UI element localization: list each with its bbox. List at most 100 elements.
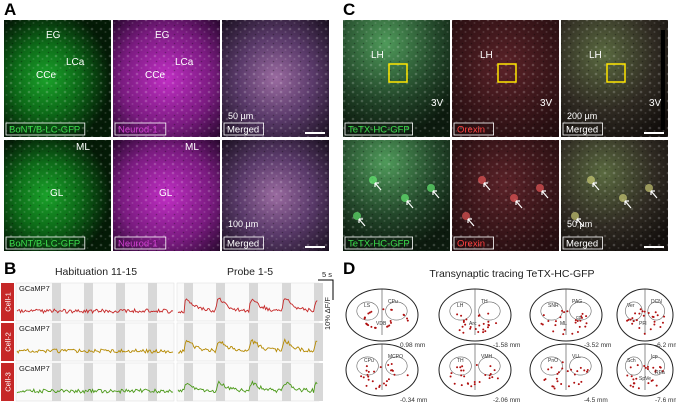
caption-box (562, 236, 603, 250)
labeled-cell (389, 320, 392, 322)
trace (177, 297, 318, 314)
panel-title: Transynaptic tracing TeTX-HC-GFP (429, 268, 594, 280)
region-label: TH (457, 358, 464, 364)
labeled-cell (385, 384, 388, 387)
arrow (541, 190, 549, 199)
scale-bar (318, 279, 334, 300)
caption: BoNT/B-LC-GFP (9, 239, 80, 250)
labeled-cell (489, 373, 492, 376)
labeled-cell (647, 312, 650, 315)
labeled-cell (573, 381, 576, 384)
labeled-cell (382, 308, 385, 311)
labeled-cell (638, 312, 641, 315)
micrograph-texture (222, 20, 329, 137)
micrograph-texture (113, 20, 220, 137)
stimulus-stripe (84, 363, 93, 401)
stimulus-stripe (314, 323, 323, 361)
region-label: PAG (572, 299, 582, 305)
caption: Merged (566, 125, 598, 136)
labeled-cell (371, 380, 374, 383)
caption: Merged (227, 239, 259, 250)
labeled-cell (367, 312, 370, 315)
labeled-cell (632, 378, 635, 381)
labeled-cell (580, 316, 583, 319)
cell-name: Cell-1 (4, 292, 13, 312)
arrow (576, 218, 584, 227)
labeled-cell (378, 386, 381, 389)
caption-box (453, 122, 494, 136)
structure (625, 356, 643, 376)
labeled-cell (639, 308, 642, 311)
trace-panel (176, 362, 320, 402)
structure (647, 301, 665, 321)
labeled-cell (556, 380, 559, 383)
micrograph-texture (113, 140, 220, 251)
region-label: LH (371, 50, 384, 61)
stimulus-stripe (116, 323, 125, 361)
cell-body (571, 212, 579, 220)
labeled-cell (379, 366, 382, 369)
arrow (374, 182, 382, 191)
caption: Orexin (457, 239, 485, 250)
micrograph-texture (222, 140, 329, 251)
panel-letter: D (343, 259, 355, 278)
micrograph-texture (452, 20, 559, 137)
labeled-cell (626, 319, 629, 322)
labeled-cell (465, 318, 468, 321)
region-label: MCPO (388, 354, 403, 360)
caption: Orexin (457, 125, 485, 136)
cell-body (478, 176, 486, 184)
depth-label: -1.58 mm (493, 342, 520, 349)
labeled-cell (634, 312, 637, 315)
labeled-cell (649, 328, 652, 331)
stimulus-stripe (148, 283, 157, 321)
labeled-cell (460, 384, 463, 387)
labeled-cell (540, 322, 543, 325)
stimulus-stripe (148, 323, 157, 361)
stimulus-stripe (52, 323, 61, 361)
labeled-cell (653, 323, 656, 326)
region-label: 3V (540, 98, 553, 109)
labeled-cell (585, 315, 588, 318)
labeled-cell (487, 312, 490, 315)
labeled-cell (641, 310, 644, 313)
arrow (432, 190, 440, 199)
labeled-cell (663, 315, 666, 318)
labeled-cell (370, 310, 373, 313)
depth-label: -2.06 mm (493, 397, 520, 404)
labeled-cell (566, 370, 569, 373)
labeled-cell (661, 321, 664, 324)
region-label: CCe (36, 70, 56, 81)
labeled-cell (365, 369, 368, 372)
stimulus-stripe (282, 323, 291, 361)
structure (385, 301, 408, 321)
labeled-cell (482, 328, 485, 331)
trace-panel (176, 322, 320, 362)
scale-label: 50 µm (567, 219, 592, 229)
caption-box (223, 236, 264, 250)
labeled-cell (559, 316, 562, 319)
region-label: LS (364, 303, 371, 309)
labeled-cell (460, 369, 463, 372)
region-label: SNR (548, 303, 559, 309)
cell-body (401, 194, 409, 202)
stimulus-stripe (116, 363, 125, 401)
region-label: SpVe (639, 376, 651, 382)
labeled-cell (555, 377, 558, 380)
stimulus-stripe (314, 363, 323, 401)
time-scale: 5 s (322, 270, 332, 279)
labeled-cell (460, 314, 463, 317)
labeled-cell (478, 381, 481, 384)
labeled-cell (574, 321, 577, 324)
scale-label: 200 µm (567, 111, 597, 121)
cell-body (369, 176, 377, 184)
region-label: LH (480, 50, 493, 61)
labeled-cell (363, 316, 366, 319)
scale-label: 50 µm (228, 111, 253, 121)
labeled-cell (403, 314, 406, 317)
labeled-cell (553, 387, 556, 390)
cell-body (645, 184, 653, 192)
arrow (406, 200, 414, 209)
labeled-cell (631, 317, 634, 320)
labeled-cell (367, 370, 370, 373)
